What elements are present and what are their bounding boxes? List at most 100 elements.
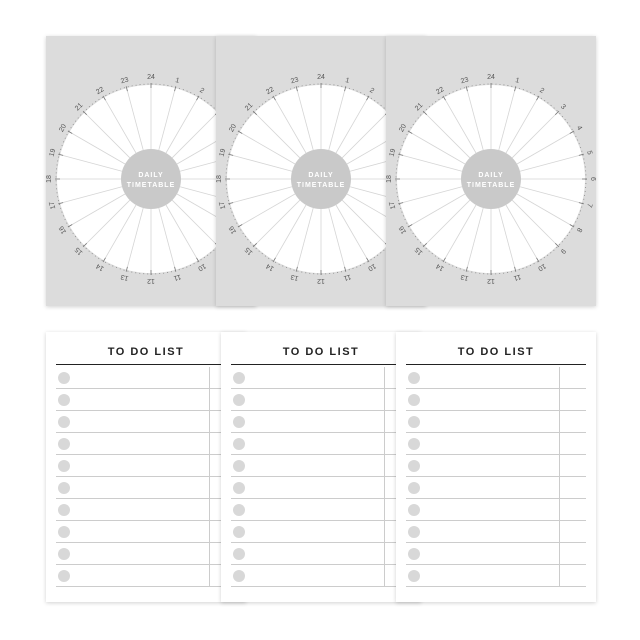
- todo-row: [231, 389, 411, 411]
- bullet-icon: [58, 394, 70, 406]
- hour-label: 12: [147, 277, 155, 284]
- todo-check-column: [559, 389, 586, 410]
- todo-line: [253, 521, 384, 542]
- hour-label: 18: [216, 175, 223, 183]
- hour-label: 24: [317, 74, 325, 81]
- bullet-icon: [58, 570, 70, 582]
- todo-row: [406, 477, 586, 499]
- todo-row: [406, 543, 586, 565]
- todo-row: [406, 455, 586, 477]
- todo-line: [253, 477, 384, 498]
- todo-line: [428, 499, 559, 520]
- todo-line: [78, 389, 209, 410]
- todo-check-column: [559, 433, 586, 454]
- todo-line: [78, 411, 209, 432]
- todo-line: [428, 455, 559, 476]
- bullet-icon: [233, 526, 245, 538]
- hour-label: 18: [46, 175, 53, 183]
- todo-line: [253, 499, 384, 520]
- todo-row: [231, 433, 411, 455]
- bullet-icon: [408, 526, 420, 538]
- bullet-icon: [233, 394, 245, 406]
- todo-row: [56, 389, 236, 411]
- todo-top-rule: [56, 364, 236, 365]
- bullet-icon: [233, 548, 245, 560]
- todo-row: [406, 499, 586, 521]
- todo-line: [253, 433, 384, 454]
- hour-label: 12: [487, 277, 495, 284]
- todo-line: [253, 411, 384, 432]
- bullet-icon: [408, 438, 420, 450]
- todo-list-card: TO DO LIST: [46, 332, 246, 602]
- bullet-icon: [408, 504, 420, 516]
- todo-check-column: [559, 565, 586, 586]
- todo-row: [231, 543, 411, 565]
- hour-label: 12: [317, 277, 325, 284]
- bullet-icon: [58, 416, 70, 428]
- bullet-icon: [408, 482, 420, 494]
- bullet-icon: [408, 460, 420, 472]
- bullet-icon: [233, 416, 245, 428]
- bullet-icon: [58, 504, 70, 516]
- todo-line: [428, 389, 559, 410]
- bullet-icon: [233, 504, 245, 516]
- todo-row: [406, 565, 586, 587]
- todo-row: [56, 367, 236, 389]
- todo-title: TO DO LIST: [231, 346, 411, 358]
- bullet-icon: [58, 438, 70, 450]
- todo-row: [56, 455, 236, 477]
- todo-line: [253, 367, 384, 388]
- todo-top-rule: [406, 364, 586, 365]
- todo-line: [78, 477, 209, 498]
- radial-center-top: DAILY: [138, 172, 163, 179]
- todo-row: [56, 543, 236, 565]
- todo-title: TO DO LIST: [56, 346, 236, 358]
- bullet-icon: [233, 438, 245, 450]
- todo-top-rule: [231, 364, 411, 365]
- todo-check-column: [559, 543, 586, 564]
- todo-line: [428, 411, 559, 432]
- bullet-icon: [233, 570, 245, 582]
- todo-row: [231, 521, 411, 543]
- radial-center-bottom: TIMETABLE: [297, 182, 346, 189]
- todo-row: [406, 389, 586, 411]
- todo-line: [428, 367, 559, 388]
- bullet-icon: [408, 372, 420, 384]
- todo-row: [56, 565, 236, 587]
- todo-line: [253, 455, 384, 476]
- todo-row: [231, 411, 411, 433]
- hour-label: 18: [386, 175, 393, 183]
- todo-line: [253, 389, 384, 410]
- todo-row: [56, 499, 236, 521]
- todo-row: [56, 433, 236, 455]
- hour-label: 24: [487, 74, 495, 81]
- todo-row: [231, 565, 411, 587]
- stage: DAILY TIMETABLE 123456789101112131415161…: [0, 0, 640, 640]
- radial-center-top: DAILY: [308, 172, 333, 179]
- todo-line: [78, 521, 209, 542]
- todo-row: [56, 521, 236, 543]
- todo-check-column: [559, 521, 586, 542]
- todo-row: [231, 477, 411, 499]
- todo-row: [406, 433, 586, 455]
- todo-row: [406, 411, 586, 433]
- todo-row: [56, 477, 236, 499]
- bullet-icon: [58, 548, 70, 560]
- todo-row: [231, 367, 411, 389]
- todo-title: TO DO LIST: [406, 346, 586, 358]
- todo-line: [78, 543, 209, 564]
- bullet-icon: [58, 460, 70, 472]
- bullet-icon: [408, 394, 420, 406]
- todo-list-card: TO DO LIST: [396, 332, 596, 602]
- todo-check-column: [559, 367, 586, 388]
- todo-line: [428, 543, 559, 564]
- todo-row: [56, 411, 236, 433]
- todo-check-column: [559, 455, 586, 476]
- bullet-icon: [58, 372, 70, 384]
- radial-center-bottom: TIMETABLE: [467, 182, 516, 189]
- bullet-icon: [233, 372, 245, 384]
- todo-line: [428, 565, 559, 586]
- daily-timetable-card: DAILY TIMETABLE 123456789101112131415161…: [386, 36, 596, 306]
- bullet-icon: [408, 416, 420, 428]
- todo-line: [78, 367, 209, 388]
